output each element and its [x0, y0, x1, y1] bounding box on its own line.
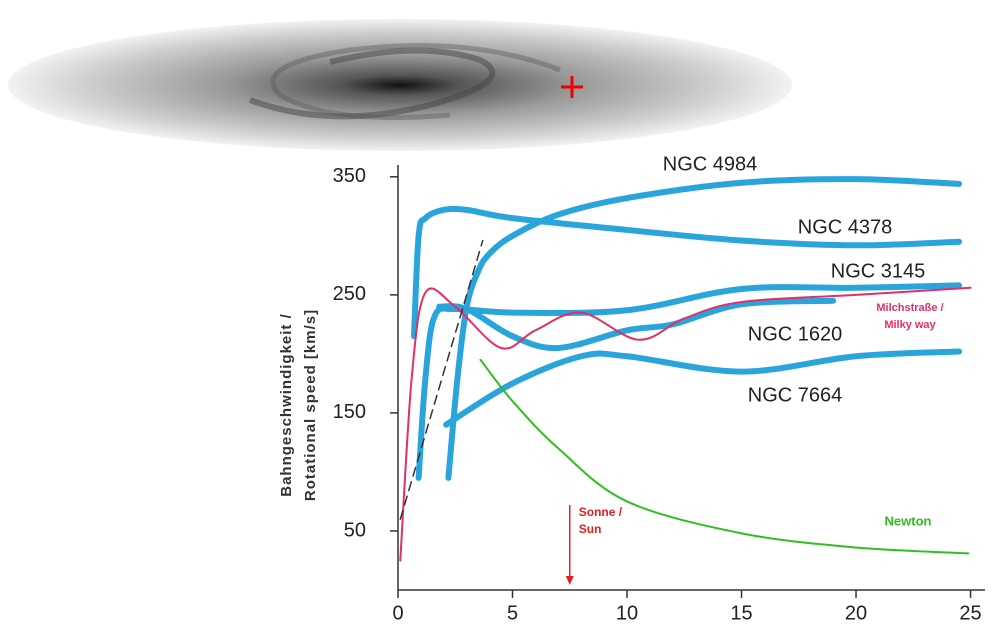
- series-label: NGC 1620: [748, 323, 843, 345]
- y-tick-label: 50: [344, 519, 366, 541]
- series-label: Milchstraße /: [876, 302, 943, 314]
- series-line: [436, 297, 837, 352]
- y-tick-label: 150: [333, 401, 366, 423]
- galaxy-image: [8, 19, 792, 151]
- x-tick-label: 15: [730, 602, 752, 624]
- x-tick-label: 25: [959, 602, 981, 624]
- x-tick-label: 5: [507, 602, 518, 624]
- series-label: Milky way: [884, 319, 936, 331]
- x-tick-label: 10: [616, 602, 638, 624]
- series-line: [399, 286, 972, 562]
- series-label: NGC 3145: [831, 260, 926, 282]
- series-line: [415, 282, 963, 481]
- series-line: [479, 358, 970, 555]
- y-axis-label: Rotational speed [km/s]: [302, 309, 319, 501]
- x-tick-label: 20: [845, 602, 867, 624]
- series-line: [445, 176, 963, 481]
- annotation-label: Sun: [579, 522, 602, 536]
- series-line: [443, 348, 963, 428]
- x-tick-label: 0: [392, 602, 403, 624]
- y-tick-label: 250: [333, 283, 366, 305]
- y-axis-label: Bahngeschwindigkeit /: [278, 313, 295, 497]
- series-line: [411, 205, 963, 340]
- series-line: [399, 239, 484, 520]
- annotation-label: Sonne /: [579, 505, 623, 519]
- y-tick-label: 350: [333, 165, 366, 187]
- series-label: Newton: [885, 513, 932, 528]
- series-label: NGC 4984: [663, 153, 758, 175]
- series-label: NGC 7664: [748, 384, 843, 406]
- series-label: NGC 4378: [798, 216, 893, 238]
- annotation-arrowhead: [565, 576, 574, 585]
